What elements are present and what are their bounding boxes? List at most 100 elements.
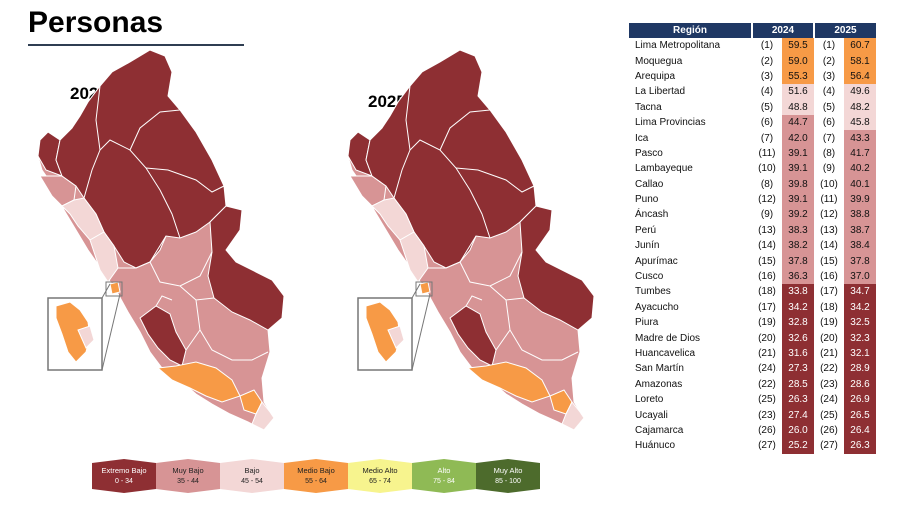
value-2024: 32.8 <box>782 315 814 331</box>
table-row: Junín (14) 38.2 (14) 38.4 <box>629 238 876 254</box>
value-2025: 34.2 <box>844 299 876 316</box>
table-row: Amazonas (22) 28.5 (23) 28.6 <box>629 376 876 392</box>
region-name: Amazonas <box>635 378 683 390</box>
rank-2024: (8) <box>760 178 774 190</box>
rank-2024: (9) <box>760 209 774 221</box>
region-name: Ayacucho <box>635 301 679 313</box>
legend-range: 35 - 44 <box>177 478 199 485</box>
legend-swatch <box>476 459 540 493</box>
title-underline <box>28 44 244 46</box>
legend-range: 75 - 84 <box>433 478 455 485</box>
value-2024: 25.2 <box>782 438 814 454</box>
table-row: Perú (13) 38.3 (13) 38.7 <box>629 222 876 239</box>
region-name: Tacna <box>635 101 662 113</box>
table-row: Madre de Dios (20) 32.6 (20) 32.3 <box>629 330 876 346</box>
rank-2024: (1) <box>760 40 774 52</box>
region-name: Pasco <box>635 147 663 159</box>
legend-label: Muy Alto <box>494 466 523 475</box>
value-2024: 27.3 <box>782 361 814 377</box>
legend: Extremo Bajo 0 - 34 Muy Bajo 35 - 44 Bajo 45 … <box>92 459 542 504</box>
value-2024: 27.4 <box>782 407 814 423</box>
table-row: Arequipa (3) 55.3 (3) 56.4 <box>629 68 876 85</box>
table-row: Ayacucho (17) 34.2 (18) 34.2 <box>629 299 876 316</box>
table-row: Tacna (5) 48.8 (5) 48.2 <box>629 99 876 115</box>
table-row: Lima Metropolitana (1) 59.5 (1) 60.7 <box>629 38 876 54</box>
value-2025: 32.5 <box>844 315 876 331</box>
table-row: Piura (19) 32.8 (19) 32.5 <box>629 315 876 331</box>
table-row: Loreto (25) 26.3 (24) 26.9 <box>629 391 876 408</box>
region-name: Callao <box>635 178 664 190</box>
rank-2024: (27) <box>758 440 776 452</box>
header-2025: 2025 <box>814 23 876 38</box>
value-2024: 39.2 <box>782 207 814 223</box>
value-2025: 56.4 <box>844 68 876 85</box>
region-name: Lima Provincias <box>635 117 706 129</box>
rank-2025: (21) <box>820 348 838 359</box>
value-2024: 38.3 <box>782 222 814 239</box>
rank-2025: (4) <box>822 86 836 98</box>
rank-2025: (2) <box>822 55 836 67</box>
region-name: Arequipa <box>635 70 676 82</box>
rank-2025: (20) <box>820 332 838 344</box>
legend-item: Muy Bajo 35 - 44 <box>156 459 220 493</box>
table-row: Puno (12) 39.1 (11) 39.9 <box>629 191 876 208</box>
table-row: Tumbes (18) 33.8 (17) 34.7 <box>629 284 876 300</box>
rank-2024: (22) <box>758 378 776 390</box>
table-row: Pasco (11) 39.1 (8) 41.7 <box>629 145 876 162</box>
value-2024: 48.8 <box>782 99 814 115</box>
region-name: La Libertad <box>635 86 686 98</box>
legend-swatch <box>156 459 220 493</box>
rank-2024: (21) <box>758 348 776 359</box>
rank-2025: (6) <box>822 117 836 129</box>
region-name: Puno <box>635 194 659 206</box>
rank-2025: (22) <box>820 363 838 375</box>
table-row: Apurímac (15) 37.8 (15) 37.8 <box>629 253 876 269</box>
header-2024: 2024 <box>752 23 815 38</box>
legend-label: Muy Bajo <box>172 466 203 475</box>
rank-2024: (3) <box>760 70 774 82</box>
region-name: Cusco <box>635 271 664 283</box>
value-2024: 39.1 <box>782 191 814 208</box>
value-2025: 39.9 <box>844 191 876 208</box>
rank-2024: (17) <box>758 301 776 313</box>
region-name: Lima Metropolitana <box>635 40 721 52</box>
region-name: Huancavelica <box>635 348 696 359</box>
value-2025: 43.3 <box>844 130 876 146</box>
legend-range: 55 - 64 <box>305 478 327 485</box>
legend-range: 65 - 74 <box>369 478 391 485</box>
region-name: Ica <box>635 132 649 144</box>
legend-swatch <box>284 459 348 493</box>
value-2024: 31.6 <box>782 345 814 362</box>
region-name: Lambayeque <box>635 163 693 175</box>
region-name: Cajamarca <box>635 424 684 436</box>
value-2025: 60.7 <box>844 38 876 54</box>
legend-item: Extremo Bajo 0 - 34 <box>92 459 156 493</box>
table-row: Lambayeque (10) 39.1 (9) 40.2 <box>629 161 876 177</box>
rank-2025: (27) <box>820 440 838 452</box>
value-2025: 40.2 <box>844 161 876 177</box>
region-name: Tumbes <box>635 286 671 298</box>
value-2025: 28.9 <box>844 361 876 377</box>
table-row: Huánuco (27) 25.2 (27) 26.3 <box>629 438 876 454</box>
table-row: Cusco (16) 36.3 (16) 37.0 <box>629 268 876 285</box>
value-2024: 38.2 <box>782 238 814 254</box>
region-name: Moquegua <box>635 55 683 67</box>
legend-range: 45 - 54 <box>241 478 263 485</box>
rank-2025: (7) <box>822 132 836 144</box>
legend-item: Bajo 45 - 54 <box>220 459 284 493</box>
value-2025: 58.1 <box>844 53 876 69</box>
value-2024: 33.8 <box>782 284 814 300</box>
value-2024: 59.0 <box>782 53 814 69</box>
table-row: Moquegua (2) 59.0 (2) 58.1 <box>629 53 876 69</box>
table-row: Áncash (9) 39.2 (12) 38.8 <box>629 207 876 223</box>
legend-range: 85 - 100 <box>495 478 521 485</box>
value-2024: 55.3 <box>782 68 814 85</box>
value-2025: 37.0 <box>844 268 876 285</box>
value-2025: 38.4 <box>844 238 876 254</box>
legend-item: Muy Alto 85 - 100 <box>476 459 540 493</box>
rank-2025: (23) <box>820 378 838 390</box>
rank-2024: (23) <box>758 409 776 421</box>
header-region: Región <box>629 23 753 38</box>
value-2025: 26.5 <box>844 407 876 423</box>
table-row: San Martín (24) 27.3 (22) 28.9 <box>629 361 876 377</box>
